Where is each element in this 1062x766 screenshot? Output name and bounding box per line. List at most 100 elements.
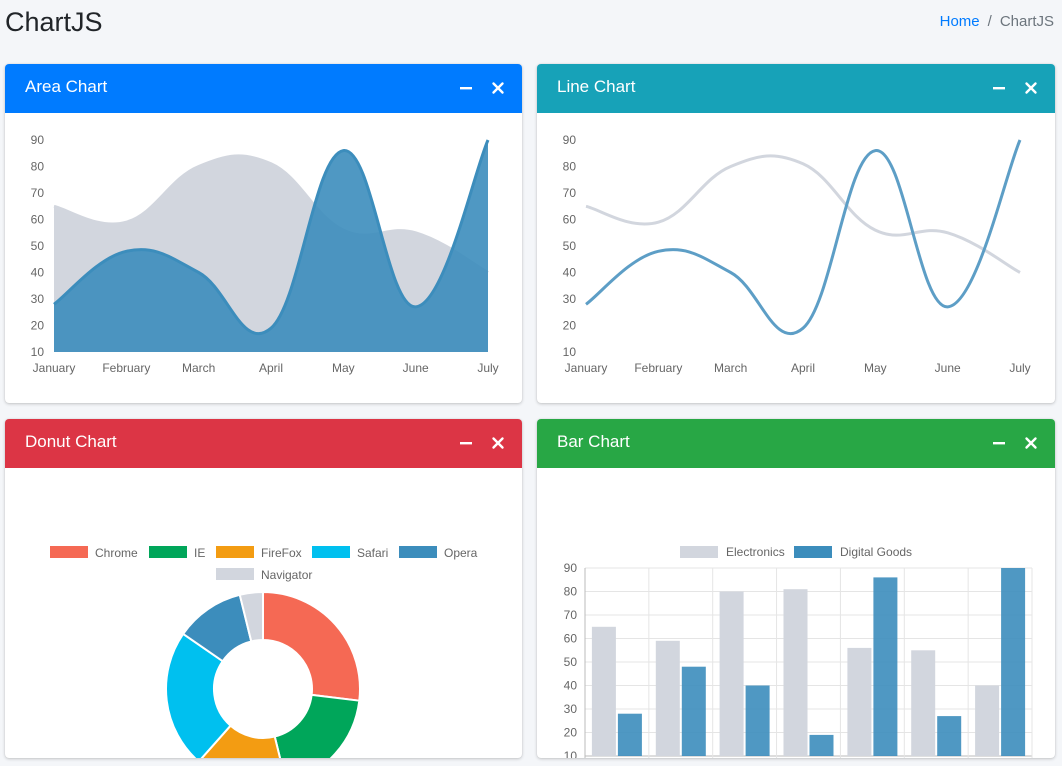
breadcrumb-separator: / bbox=[987, 13, 992, 30]
y-tick-label: 30 bbox=[564, 702, 578, 716]
y-tick-label: 20 bbox=[564, 726, 578, 740]
legend-swatch bbox=[216, 568, 254, 580]
y-tick-label: 50 bbox=[31, 239, 45, 253]
bar-electronics bbox=[911, 650, 936, 757]
area-chart-body: 10 20 30 40 50 60 70 80 90 January February March Ap… bbox=[5, 113, 522, 403]
donut-chart-card: Donut Chart Chrome IE FireFox Safari Opera Na… bbox=[5, 419, 522, 758]
y-tick-label: 50 bbox=[563, 239, 577, 253]
legend-swatch bbox=[399, 546, 437, 558]
y-tick-label: 50 bbox=[564, 655, 578, 669]
y-tick-label: 70 bbox=[564, 608, 578, 622]
bar-digital-goods bbox=[809, 734, 834, 756]
legend-swatch bbox=[216, 546, 254, 558]
y-tick-label: 30 bbox=[563, 292, 577, 306]
close-icon[interactable] bbox=[1023, 435, 1039, 451]
donut-chart-svg: Chrome IE FireFox Safari Opera Navigator bbox=[50, 546, 478, 758]
bar-chart-header: Bar Chart bbox=[537, 419, 1055, 468]
bar-digital-goods bbox=[617, 713, 642, 756]
line-chart-header: Line Chart bbox=[537, 64, 1055, 113]
legend-label: Chrome bbox=[95, 546, 138, 560]
y-tick-label: 90 bbox=[563, 133, 577, 147]
area-chart-title: Area Chart bbox=[25, 77, 108, 96]
x-tick-label: January bbox=[33, 361, 76, 375]
x-tick-label: February bbox=[634, 361, 682, 375]
x-tick-label: June bbox=[403, 361, 429, 375]
y-tick-label: 60 bbox=[31, 213, 45, 227]
bar-electronics bbox=[655, 640, 680, 756]
donut-chart-title: Donut Chart bbox=[25, 432, 117, 451]
y-tick-label: 80 bbox=[31, 160, 45, 174]
bar-digital-goods bbox=[937, 716, 962, 756]
minus-icon[interactable] bbox=[991, 80, 1007, 96]
area-chart-card: Area Chart 10 20 30 40 50 60 70 80 90 January Febr… bbox=[5, 64, 522, 403]
x-tick-label: June bbox=[935, 361, 961, 375]
breadcrumb: Home / ChartJS bbox=[940, 13, 1054, 30]
y-tick-label: 90 bbox=[564, 561, 578, 575]
x-tick-label: March bbox=[714, 361, 747, 375]
bar-digital-goods bbox=[681, 666, 706, 756]
close-icon[interactable] bbox=[1023, 80, 1039, 96]
bar-digital-goods bbox=[745, 685, 770, 756]
y-tick-label: 70 bbox=[31, 186, 45, 200]
bar-electronics bbox=[847, 647, 872, 756]
close-icon[interactable] bbox=[490, 80, 506, 96]
series-line-electronics bbox=[585, 154, 1021, 274]
series-line-digital-goods bbox=[585, 139, 1022, 336]
y-tick-label: 30 bbox=[31, 292, 45, 306]
line-chart-body: 10 20 30 40 50 60 70 80 90 January February March Ap… bbox=[537, 113, 1055, 403]
x-tick-label: March bbox=[182, 361, 215, 375]
area-chart-svg: 10 20 30 40 50 60 70 80 90 January February March Ap… bbox=[31, 133, 499, 375]
x-tick-label: April bbox=[259, 361, 283, 375]
line-chart-card: Line Chart 10 20 30 40 50 60 70 80 90 January Febr… bbox=[537, 64, 1055, 403]
minus-icon[interactable] bbox=[458, 435, 474, 451]
y-tick-label: 40 bbox=[564, 679, 578, 693]
y-tick-label: 40 bbox=[563, 266, 577, 280]
y-tick-label: 80 bbox=[563, 160, 577, 174]
legend-swatch bbox=[794, 546, 832, 558]
donut-slice-chrome bbox=[262, 590, 361, 702]
bar-digital-goods bbox=[1001, 568, 1026, 756]
donut-slice-firefox bbox=[200, 724, 282, 758]
close-icon[interactable] bbox=[490, 435, 506, 451]
y-tick-label: 70 bbox=[563, 186, 577, 200]
legend-label: Electronics bbox=[726, 545, 785, 559]
x-tick-label: July bbox=[1009, 361, 1030, 375]
y-tick-label: 40 bbox=[31, 266, 45, 280]
y-tick-label: 10 bbox=[31, 345, 45, 359]
x-tick-label: February bbox=[102, 361, 150, 375]
x-tick-label: May bbox=[332, 361, 355, 375]
breadcrumb-home-link[interactable]: Home bbox=[939, 13, 980, 30]
y-tick-label: 60 bbox=[564, 632, 578, 646]
bar-digital-goods bbox=[873, 577, 898, 756]
donut-slice-safari bbox=[165, 632, 232, 758]
y-tick-label: 10 bbox=[563, 345, 577, 359]
bar-chart-card: Bar Chart Electronics Digital Goods 10 20 30… bbox=[537, 419, 1055, 758]
line-chart-svg: 10 20 30 40 50 60 70 80 90 January February March Ap… bbox=[563, 133, 1031, 375]
x-tick-label: July bbox=[477, 361, 498, 375]
legend-swatch bbox=[149, 546, 187, 558]
line-chart-title: Line Chart bbox=[557, 77, 636, 96]
bar-chart-svg: Electronics Digital Goods 10 20 30 40 50 60 70 80… bbox=[564, 545, 1033, 758]
minus-icon[interactable] bbox=[458, 80, 474, 96]
legend-swatch bbox=[312, 546, 350, 558]
y-tick-label: 20 bbox=[31, 319, 45, 333]
legend-swatch bbox=[680, 546, 718, 558]
y-tick-label: 20 bbox=[563, 319, 577, 333]
series-line-electronics bbox=[53, 154, 489, 274]
legend-label: Opera bbox=[444, 546, 478, 560]
page-title: ChartJS bbox=[5, 7, 103, 37]
legend-label: FireFox bbox=[261, 546, 302, 560]
bar-chart-body: Electronics Digital Goods 10 20 30 40 50 60 70 80… bbox=[537, 468, 1055, 758]
minus-icon[interactable] bbox=[991, 435, 1007, 451]
x-tick-label: January bbox=[565, 361, 608, 375]
donut-slice-ie bbox=[273, 693, 361, 758]
series-line-digital-goods bbox=[53, 139, 490, 336]
y-tick-label: 90 bbox=[31, 133, 45, 147]
bar-electronics bbox=[783, 589, 808, 756]
bar-chart-title: Bar Chart bbox=[557, 432, 630, 451]
donut-slice-navigator bbox=[238, 590, 264, 643]
legend-label: Digital Goods bbox=[840, 545, 912, 559]
legend-label: Safari bbox=[357, 546, 388, 560]
y-tick-label: 10 bbox=[564, 749, 578, 758]
breadcrumb-current: ChartJS bbox=[999, 13, 1054, 30]
